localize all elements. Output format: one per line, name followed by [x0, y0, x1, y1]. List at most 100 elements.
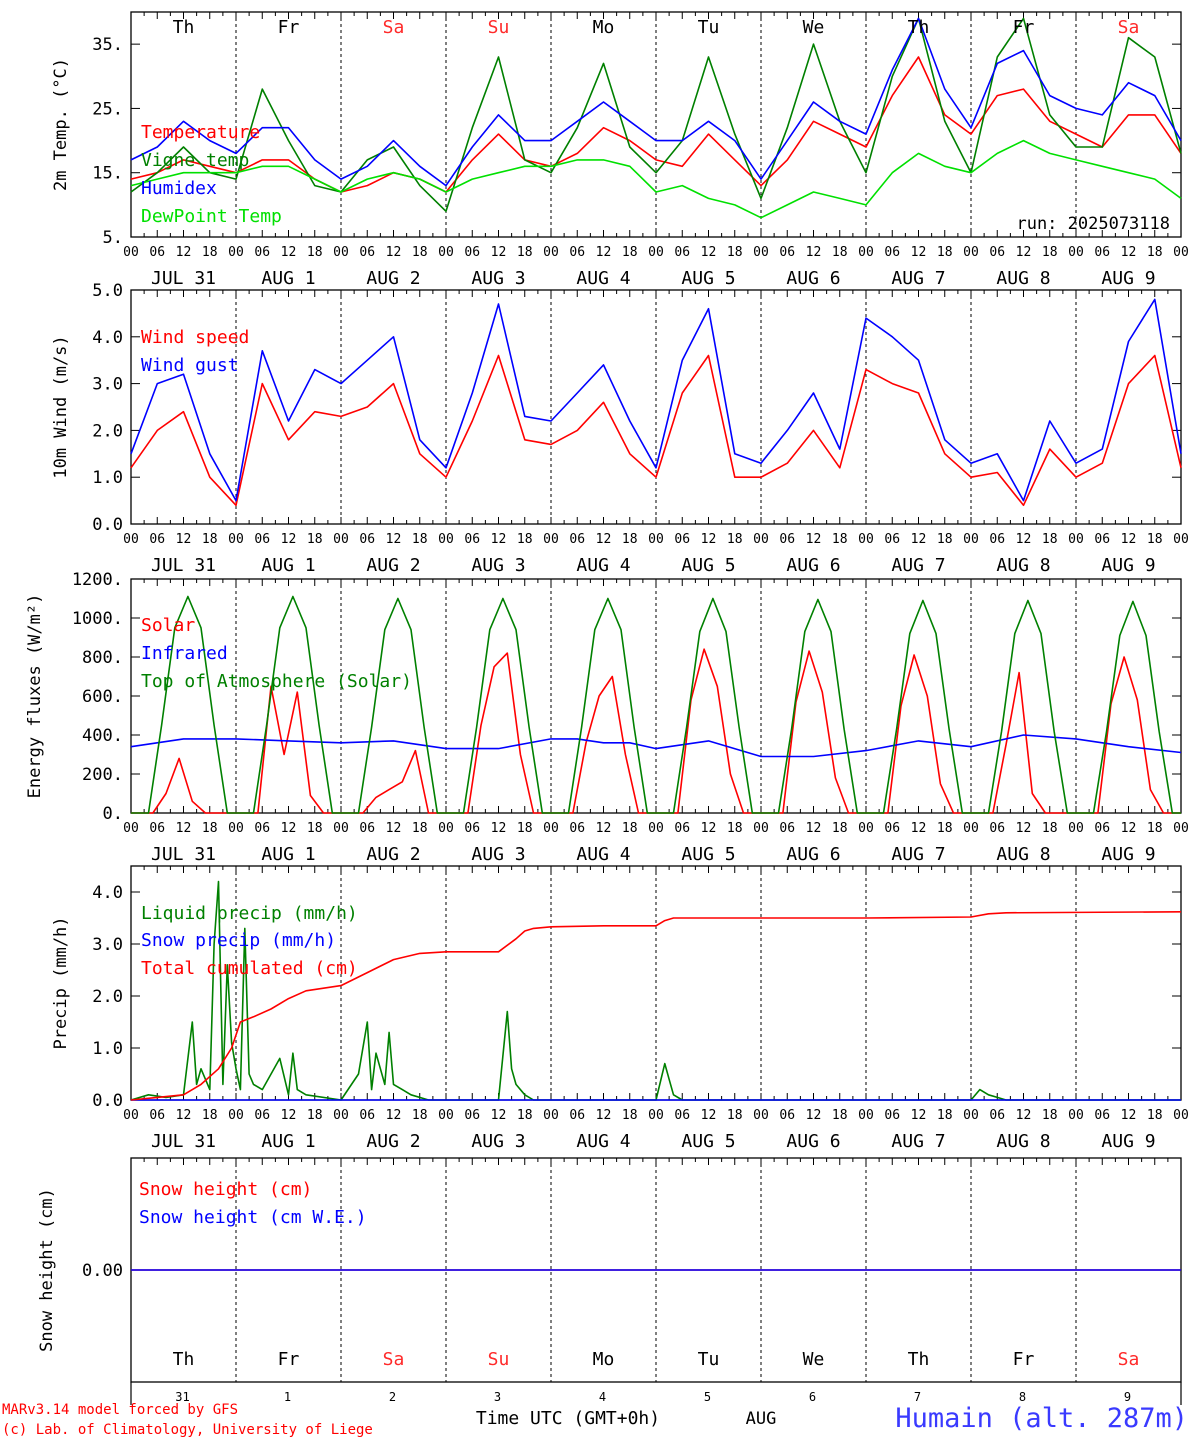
date-label: AUG 5: [681, 268, 735, 289]
hour-label: 18: [517, 245, 533, 260]
y-axis-label: 2m Temp. (°C): [51, 58, 71, 191]
legend-entry: Infrared: [141, 643, 228, 664]
date-label: AUG 4: [576, 844, 630, 865]
weekday-row-top: Th Fr Sa Su Mo Tu We Th Fr Sa: [173, 17, 1140, 38]
day-number: 7: [914, 1390, 921, 1404]
hour-label: 12: [386, 245, 402, 260]
y-axis-label: Energy fluxes (W/m²): [25, 594, 45, 799]
weekday-label: Su: [488, 1349, 510, 1370]
date-label: AUG 4: [576, 555, 630, 576]
date-label: AUG 2: [366, 555, 420, 576]
hour-label: 00: [438, 1108, 454, 1123]
hour-label: 06: [884, 821, 900, 836]
hour-label: 12: [911, 245, 927, 260]
weekday-row-bottom: Th 31 Fr 1 Sa 2 Su 3 Mo 4 Tu 5 We 6 Th 7 Fr 8 Sa 9: [130, 1349, 1182, 1405]
hour-label: 06: [779, 245, 795, 260]
hour-label: 06: [674, 821, 690, 836]
hour-label: 00: [1068, 532, 1084, 547]
panel-3: 0. 200. 400. 600. 800. 1000. 1200. Energy fluxe…: [25, 570, 1189, 865]
y-axis-label: 10m Wind (m/s): [51, 335, 71, 478]
hour-label: 12: [911, 821, 927, 836]
date-label: AUG 7: [891, 1131, 945, 1152]
station-name: Humain (alt. 287m): [895, 1403, 1188, 1434]
hour-label: 12: [1121, 532, 1137, 547]
y-tick-label: 3.0: [92, 375, 123, 395]
y-tick-label: 600.: [82, 687, 123, 707]
hour-label: 12: [701, 1108, 717, 1123]
hour-label: 06: [149, 821, 165, 836]
y-tick-label: 1.0: [92, 468, 123, 488]
panel-5: 0.00 Snow height (cm) Snow height (cm) Snow…: [37, 1157, 1182, 1383]
hour-label: 06: [1094, 245, 1110, 260]
hour-label: 00: [543, 1108, 559, 1123]
date-label: AUG 8: [996, 555, 1050, 576]
hour-label: 06: [884, 1108, 900, 1123]
day-number: 2: [389, 1390, 396, 1404]
hour-label: 18: [727, 532, 743, 547]
hour-label: 12: [701, 532, 717, 547]
weekday-label: Tu: [698, 17, 720, 38]
hour-label: 00: [753, 245, 769, 260]
hour-label: 18: [832, 532, 848, 547]
hour-label: 18: [202, 532, 218, 547]
hour-label: 18: [622, 1108, 638, 1123]
weekday-label: Su: [488, 17, 510, 38]
date-label: AUG 9: [1101, 844, 1155, 865]
hour-label: 12: [281, 532, 297, 547]
hour-label: 00: [228, 821, 244, 836]
date-label: JUL 31: [151, 844, 216, 865]
hour-label: 12: [701, 245, 717, 260]
hour-label: 00: [648, 245, 664, 260]
hour-label: 00: [648, 1108, 664, 1123]
hour-label: 06: [1094, 1108, 1110, 1123]
hour-label: 18: [1147, 245, 1163, 260]
legend-entry: DewPoint Temp: [141, 206, 282, 227]
hour-label: 00: [753, 1108, 769, 1123]
date-label: AUG 6: [786, 844, 840, 865]
hour-label: 18: [1042, 1108, 1058, 1123]
hour-label: 06: [1094, 532, 1110, 547]
weekday-label: Sa: [1118, 1349, 1140, 1370]
hour-label: 18: [937, 532, 953, 547]
hour-label: 06: [149, 532, 165, 547]
y-tick-label: 5.: [103, 228, 123, 248]
y-tick-label: 1000.: [72, 609, 123, 629]
hour-label: 18: [937, 821, 953, 836]
hour-label: 00: [858, 1108, 874, 1123]
hour-label: 18: [832, 821, 848, 836]
weekday-label: Th: [908, 17, 930, 38]
weekday-label: We: [803, 1349, 825, 1370]
hour-label: 06: [989, 1108, 1005, 1123]
y-tick-label: 25.: [92, 99, 123, 119]
hour-label: 18: [1147, 1108, 1163, 1123]
hour-label: 06: [359, 1108, 375, 1123]
hour-label: 12: [281, 245, 297, 260]
date-label: AUG 7: [891, 555, 945, 576]
date-label: AUG 8: [996, 1131, 1050, 1152]
date-label: JUL 31: [151, 1131, 216, 1152]
hour-label: 12: [491, 821, 507, 836]
hour-label: 12: [281, 1108, 297, 1123]
date-label: AUG 1: [261, 268, 315, 289]
hour-label: 18: [727, 821, 743, 836]
hour-label: 06: [359, 821, 375, 836]
hour-label: 18: [202, 245, 218, 260]
hour-label: 18: [517, 532, 533, 547]
hour-label: 18: [622, 245, 638, 260]
hour-label: 12: [596, 821, 612, 836]
date-label: AUG 5: [681, 1131, 735, 1152]
hour-label: 12: [176, 245, 192, 260]
hour-label: 00: [1173, 532, 1189, 547]
y-axis-label: Precip (mm/h): [51, 916, 71, 1049]
legend-entry: Humidex: [141, 178, 217, 199]
series-line: [130, 139, 1182, 219]
y-tick-label: 0.00: [82, 1261, 123, 1281]
y-tick-label: 35.: [92, 35, 123, 55]
hour-label: 06: [569, 1108, 585, 1123]
hour-label: 06: [779, 821, 795, 836]
day-number: 5: [704, 1390, 711, 1404]
hour-label: 00: [438, 245, 454, 260]
hour-label: 00: [123, 1108, 139, 1123]
hour-label: 00: [543, 532, 559, 547]
